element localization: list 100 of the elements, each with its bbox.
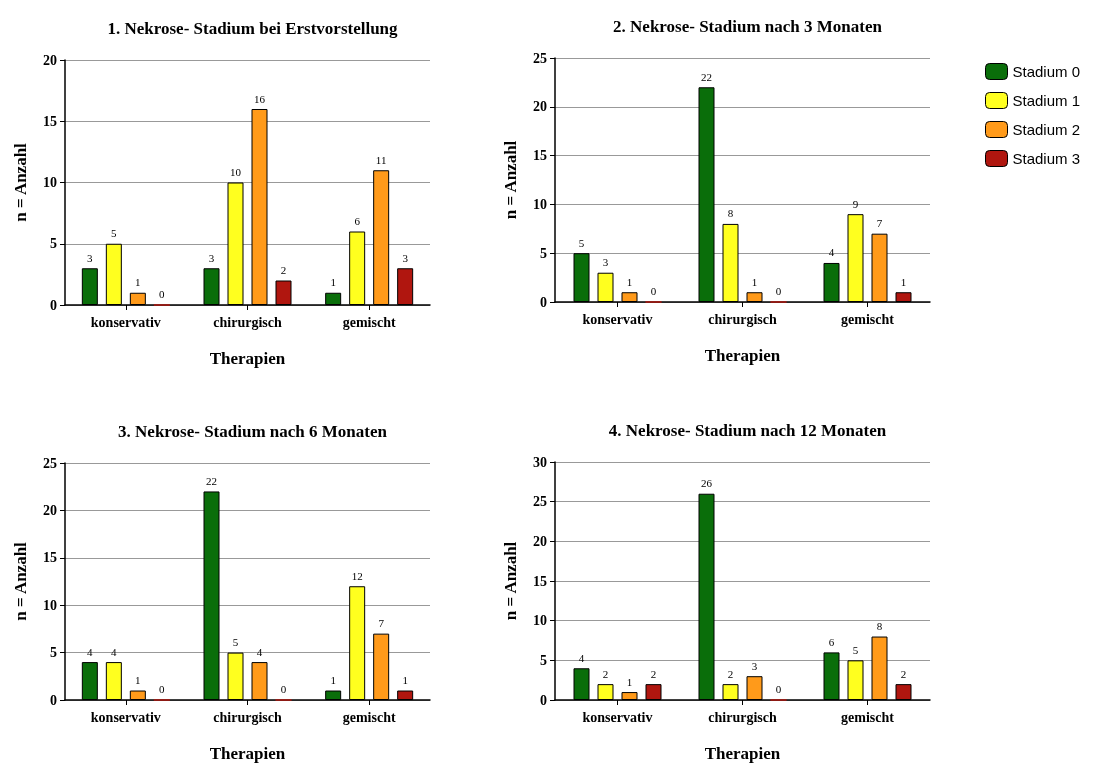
data-label: 7 xyxy=(876,217,883,230)
y-tick-label: 20 xyxy=(533,99,547,115)
data-label: 4 xyxy=(111,645,118,658)
y-axis-title: n = Anzahl xyxy=(501,140,520,220)
data-label: 5 xyxy=(852,643,859,656)
y-tick-label: 20 xyxy=(43,52,57,68)
x-tick-label: gemischt xyxy=(841,709,895,725)
data-label: 6 xyxy=(828,635,835,648)
legend-label: Stadium 0 xyxy=(1012,63,1081,80)
data-label: 5 xyxy=(232,636,239,649)
x-axis-title: Therapien xyxy=(704,346,781,365)
data-label: 1 xyxy=(330,276,336,289)
chart-title: 1. Nekrose- Stadium bei Erstvorstellung xyxy=(107,19,399,38)
y-tick-label: 25 xyxy=(43,455,57,471)
data-label: 1 xyxy=(626,275,633,288)
data-label: 0 xyxy=(775,683,782,695)
data-label: 7 xyxy=(378,617,385,630)
y-tick-label: 0 xyxy=(540,294,547,310)
data-label: 10 xyxy=(230,166,242,178)
x-tick-label: konservativ xyxy=(90,709,161,725)
data-label: 6 xyxy=(354,215,361,227)
y-tick-label: 20 xyxy=(43,502,57,518)
y-tick-label: 0 xyxy=(50,297,57,313)
y-tick-label: 20 xyxy=(533,533,547,549)
y-tick-label: 5 xyxy=(540,245,547,261)
x-tick-label: gemischt xyxy=(342,709,396,725)
chart-title: 2. Nekrose- Stadium nach 3 Monaten xyxy=(613,17,883,36)
data-label: 1 xyxy=(900,275,907,288)
data-label: 1 xyxy=(135,276,141,289)
data-label: 22 xyxy=(206,474,217,487)
x-tick-label: konservativ xyxy=(90,314,161,330)
data-label: 2 xyxy=(900,667,907,680)
data-label: 3 xyxy=(751,659,758,672)
data-label: 2 xyxy=(602,667,609,680)
chart-title: 4. Nekrose- Stadium nach 12 Monaten xyxy=(608,421,887,440)
data-label: 1 xyxy=(751,275,758,288)
data-label: 2 xyxy=(280,264,287,276)
y-tick-label: 0 xyxy=(50,692,57,708)
y-tick-label: 5 xyxy=(50,645,57,661)
x-tick-label: chirurgisch xyxy=(708,709,777,725)
data-label: 2 xyxy=(650,667,657,680)
y-axis-title: n = Anzahl xyxy=(11,541,30,621)
data-label: 3 xyxy=(208,251,215,264)
data-label: 8 xyxy=(727,207,734,220)
y-tick-label: 15 xyxy=(43,550,57,566)
legend-label: Stadium 1 xyxy=(1012,92,1081,109)
legend-label: Stadium 3 xyxy=(1012,150,1081,167)
y-tick-label: 15 xyxy=(43,113,57,129)
y-tick-label: 25 xyxy=(533,494,547,510)
y-tick-label: 25 xyxy=(533,50,547,66)
data-label: 8 xyxy=(876,620,883,633)
data-label: 3 xyxy=(87,251,94,264)
data-label: 22 xyxy=(701,70,712,83)
data-label: 1 xyxy=(402,674,408,687)
x-tick-label: konservativ xyxy=(582,311,653,327)
legend-label: Stadium 2 xyxy=(1012,121,1081,138)
data-label: 1 xyxy=(626,675,633,688)
data-label: 11 xyxy=(375,153,387,166)
data-label: 4 xyxy=(87,645,94,658)
data-label: 3 xyxy=(402,251,409,264)
x-tick-label: chirurgisch xyxy=(213,709,282,725)
data-label: 26 xyxy=(701,477,713,490)
x-tick-label: chirurgisch xyxy=(708,311,777,327)
data-label: 0 xyxy=(159,683,166,695)
y-tick-label: 15 xyxy=(533,573,547,589)
data-label: 5 xyxy=(111,227,118,240)
data-label: 16 xyxy=(254,92,266,105)
data-label: 4 xyxy=(578,651,585,664)
x-tick-label: gemischt xyxy=(342,314,396,330)
x-tick-label: gemischt xyxy=(841,311,895,327)
data-label: 1 xyxy=(135,674,141,687)
chart-title: 3. Nekrose- Stadium nach 6 Monaten xyxy=(118,422,388,441)
y-tick-label: 10 xyxy=(43,597,57,613)
data-label: 2 xyxy=(727,667,734,680)
data-label: 5 xyxy=(578,236,585,249)
data-label: 4 xyxy=(256,645,263,658)
y-axis-title: n = Anzahl xyxy=(11,142,30,222)
y-tick-label: 15 xyxy=(533,148,547,164)
data-label: 1 xyxy=(330,674,336,687)
y-tick-label: 10 xyxy=(533,196,547,212)
y-axis-title: n = Anzahl xyxy=(501,541,520,621)
x-axis-title: Therapien xyxy=(209,349,286,368)
x-tick-label: chirurgisch xyxy=(213,314,282,330)
data-label: 0 xyxy=(280,683,287,695)
y-tick-label: 10 xyxy=(533,613,547,629)
y-tick-label: 10 xyxy=(43,175,57,190)
y-tick-label: 30 xyxy=(533,454,547,470)
y-tick-label: 5 xyxy=(50,236,57,252)
data-label: 4 xyxy=(828,246,835,259)
data-label: 0 xyxy=(159,288,166,300)
x-tick-label: konservativ xyxy=(582,709,653,725)
y-tick-label: 0 xyxy=(540,692,547,708)
x-axis-title: Therapien xyxy=(704,744,781,763)
y-tick-label: 5 xyxy=(540,652,547,668)
data-label: 9 xyxy=(852,197,859,210)
data-label: 0 xyxy=(650,285,657,297)
data-label: 0 xyxy=(775,285,782,297)
data-label: 3 xyxy=(602,256,609,269)
data-label: 12 xyxy=(351,569,363,582)
x-axis-title: Therapien xyxy=(209,744,286,763)
